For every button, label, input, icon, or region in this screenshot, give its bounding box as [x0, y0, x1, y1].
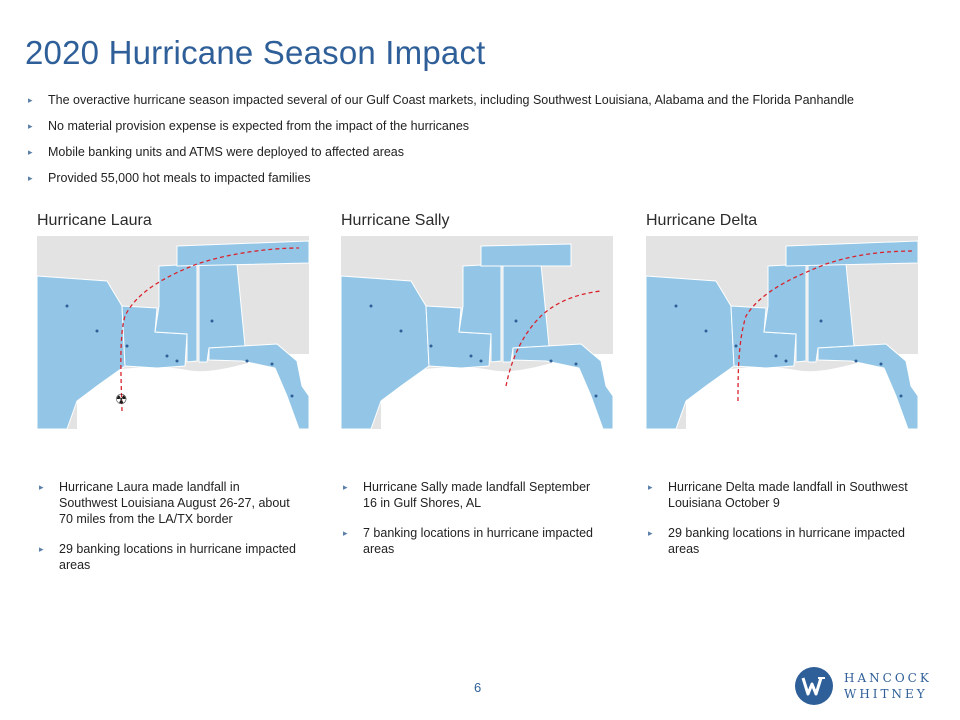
hurricane-delta-title: Hurricane Delta: [646, 212, 758, 229]
hurricane-sally-notes: Hurricane Sally made landfall September …: [343, 479, 603, 557]
hurricane-laura-column: Hurricane Laura ☢ Hurricane Laura made l: [37, 212, 309, 587]
hancock-whitney-logo-icon: [795, 667, 833, 705]
page-number: 6: [474, 680, 482, 695]
hurricane-sally-note: Hurricane Sally made landfall September …: [343, 479, 603, 511]
hurricane-delta-column: Hurricane Delta Hurricane Delta made lan…: [646, 212, 918, 571]
hurricane-laura-note: Hurricane Laura made landfall in Southwe…: [39, 479, 299, 527]
hurricane-laura-note: 29 banking locations in hurricane impact…: [39, 541, 299, 573]
hurricane-sally-column: Hurricane Sally Hurricane Sally made lan…: [341, 212, 613, 571]
summary-bullet: Mobile banking units and ATMS were deplo…: [28, 144, 854, 160]
hurricane-sally-title: Hurricane Sally: [341, 212, 450, 229]
logo-line-2: WHITNEY: [844, 687, 928, 701]
hurricane-delta-note: 29 banking locations in hurricane impact…: [648, 525, 908, 557]
page-title: 2020 Hurricane Season Impact: [25, 34, 486, 71]
summary-bullet: Provided 55,000 hot meals to impacted fa…: [28, 170, 854, 186]
hancock-whitney-logo: HANCOCK WHITNEY: [794, 664, 944, 708]
hurricane-delta-note: Hurricane Delta made landfall in Southwe…: [648, 479, 908, 511]
summary-bullet: No material provision expense is expecte…: [28, 118, 854, 134]
logo-line-1: HANCOCK: [844, 671, 932, 685]
svg-text:☢: ☢: [115, 392, 128, 408]
logo-wordmark: HANCOCK WHITNEY: [844, 670, 932, 702]
hurricane-delta-map: [646, 236, 918, 429]
summary-bullets: The overactive hurricane season impacted…: [28, 92, 854, 196]
hurricane-sally-note: 7 banking locations in hurricane impacte…: [343, 525, 603, 557]
hurricane-laura-title: Hurricane Laura: [37, 212, 152, 229]
hurricane-laura-map: ☢: [37, 236, 309, 429]
summary-bullet: The overactive hurricane season impacted…: [28, 92, 854, 108]
hurricane-laura-notes: Hurricane Laura made landfall in Southwe…: [39, 479, 299, 573]
hurricane-sally-map: [341, 236, 613, 429]
hurricane-delta-notes: Hurricane Delta made landfall in Southwe…: [648, 479, 908, 557]
